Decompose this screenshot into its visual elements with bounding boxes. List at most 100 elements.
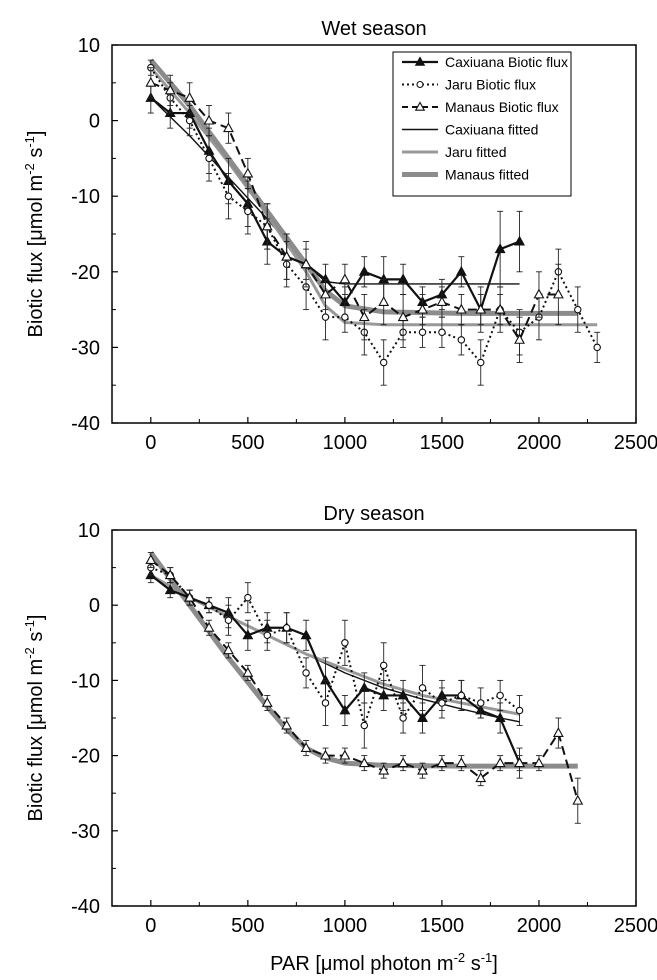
data-point [496, 691, 504, 700]
data-point [203, 114, 215, 125]
data-point [455, 303, 467, 314]
data-point [205, 154, 213, 163]
data-point [263, 631, 272, 640]
legend-label: Manaus Biotic flux [445, 99, 559, 115]
data-point [261, 220, 273, 231]
fitted-curve [150, 574, 520, 723]
data-point [574, 305, 582, 314]
x-tick-label: 0 [145, 915, 156, 937]
legend-marker [414, 101, 426, 111]
chart-title: Dry season [323, 503, 424, 525]
data-point [224, 192, 233, 200]
y-tick-label: 0 [89, 111, 100, 133]
data-point [397, 311, 409, 322]
data-point [397, 757, 409, 768]
y-axis-label: Biotic flux [μmol m-2 s-1] [22, 131, 47, 338]
data-point [184, 91, 196, 102]
data-point [339, 704, 351, 715]
data-point [515, 706, 524, 715]
data-point [397, 273, 409, 284]
data-point [438, 699, 446, 707]
x-tick-label: 2500 [614, 432, 657, 454]
x-tick-label: 1000 [323, 915, 368, 937]
x-tick-label: 0 [145, 432, 156, 454]
data-point [300, 742, 312, 753]
data-point [494, 757, 506, 768]
y-tick-label: -30 [71, 337, 100, 359]
data-point [339, 273, 351, 284]
x-axis-label: PAR [μmol photon m-2 s-1] [270, 950, 498, 975]
data-point [457, 336, 466, 344]
data-point [572, 794, 584, 805]
data-point [593, 343, 601, 352]
data-point [358, 265, 370, 276]
data-point [358, 757, 370, 768]
dry-season-panel: Dry season 10 0 -10 -20 -30 -40 0 500 1000 1500 200… [22, 503, 657, 937]
data-point [320, 749, 331, 760]
x-tick-label: 1000 [323, 432, 368, 454]
y-tick-label: 10 [78, 35, 100, 57]
data-point [341, 313, 349, 321]
legend-swatch [402, 56, 438, 66]
data-point [418, 684, 427, 692]
data-point [476, 699, 485, 707]
data-point [552, 727, 564, 737]
y-tick-label: -20 [71, 262, 100, 284]
x-tick-label: 500 [231, 432, 264, 454]
data-point [436, 757, 448, 768]
series-line [150, 566, 521, 727]
legend-label: Jaru fitted [445, 144, 506, 160]
data-point [514, 235, 525, 246]
data-point [379, 661, 388, 670]
y-axis-label: Biotic flux [μmol m-2 s-1] [22, 615, 47, 822]
data-point [321, 699, 330, 707]
data-point [185, 116, 194, 125]
data-point [378, 296, 390, 306]
wet-season-panel: Wet season 10 0 -10 -20 -30 -40 0 500 1000 1500 200… [22, 18, 657, 454]
data-point [438, 328, 446, 337]
legend-swatch [402, 101, 438, 111]
series-line [150, 81, 559, 341]
data-point [184, 591, 196, 602]
data-point [242, 167, 254, 178]
data-point [224, 616, 233, 624]
data-point [455, 757, 467, 768]
x-tick-label: 2000 [517, 915, 562, 937]
x-tick-label: 1500 [420, 432, 465, 454]
data-point [514, 757, 525, 768]
data-point [552, 288, 564, 299]
data-point [533, 288, 545, 299]
data-point [164, 569, 176, 580]
y-tick-label: -30 [71, 821, 100, 843]
data-point [341, 639, 349, 647]
legend-label: Caxiuana fitted [445, 122, 538, 138]
legend-label: Manaus fitted [445, 167, 529, 183]
y-tick-label: 10 [78, 520, 100, 542]
data-point [457, 691, 466, 700]
chart-title: Wet season [321, 18, 426, 40]
data-point [494, 712, 506, 722]
data-point [358, 311, 370, 322]
legend-marker [414, 56, 426, 66]
data-point [399, 714, 407, 722]
data-point [339, 749, 351, 760]
data-point [164, 584, 176, 595]
data-point [436, 296, 448, 306]
series-line [150, 559, 579, 801]
data-point [244, 207, 252, 216]
data-point [533, 757, 545, 768]
legend-marker [416, 80, 424, 89]
data-point [244, 593, 252, 602]
data-point [514, 333, 525, 344]
y-tick-label: -20 [71, 746, 100, 768]
data-point [223, 122, 234, 133]
y-tick-label: 0 [89, 595, 100, 617]
data-point [417, 712, 428, 722]
legend-label: Caxiuana Biotic flux [445, 54, 568, 70]
x-tick-label: 1500 [420, 915, 465, 937]
x-tick-label: 2000 [517, 432, 562, 454]
legend-label: Jaru Biotic flux [445, 77, 536, 93]
data-point [417, 764, 428, 775]
data-point [145, 554, 157, 565]
